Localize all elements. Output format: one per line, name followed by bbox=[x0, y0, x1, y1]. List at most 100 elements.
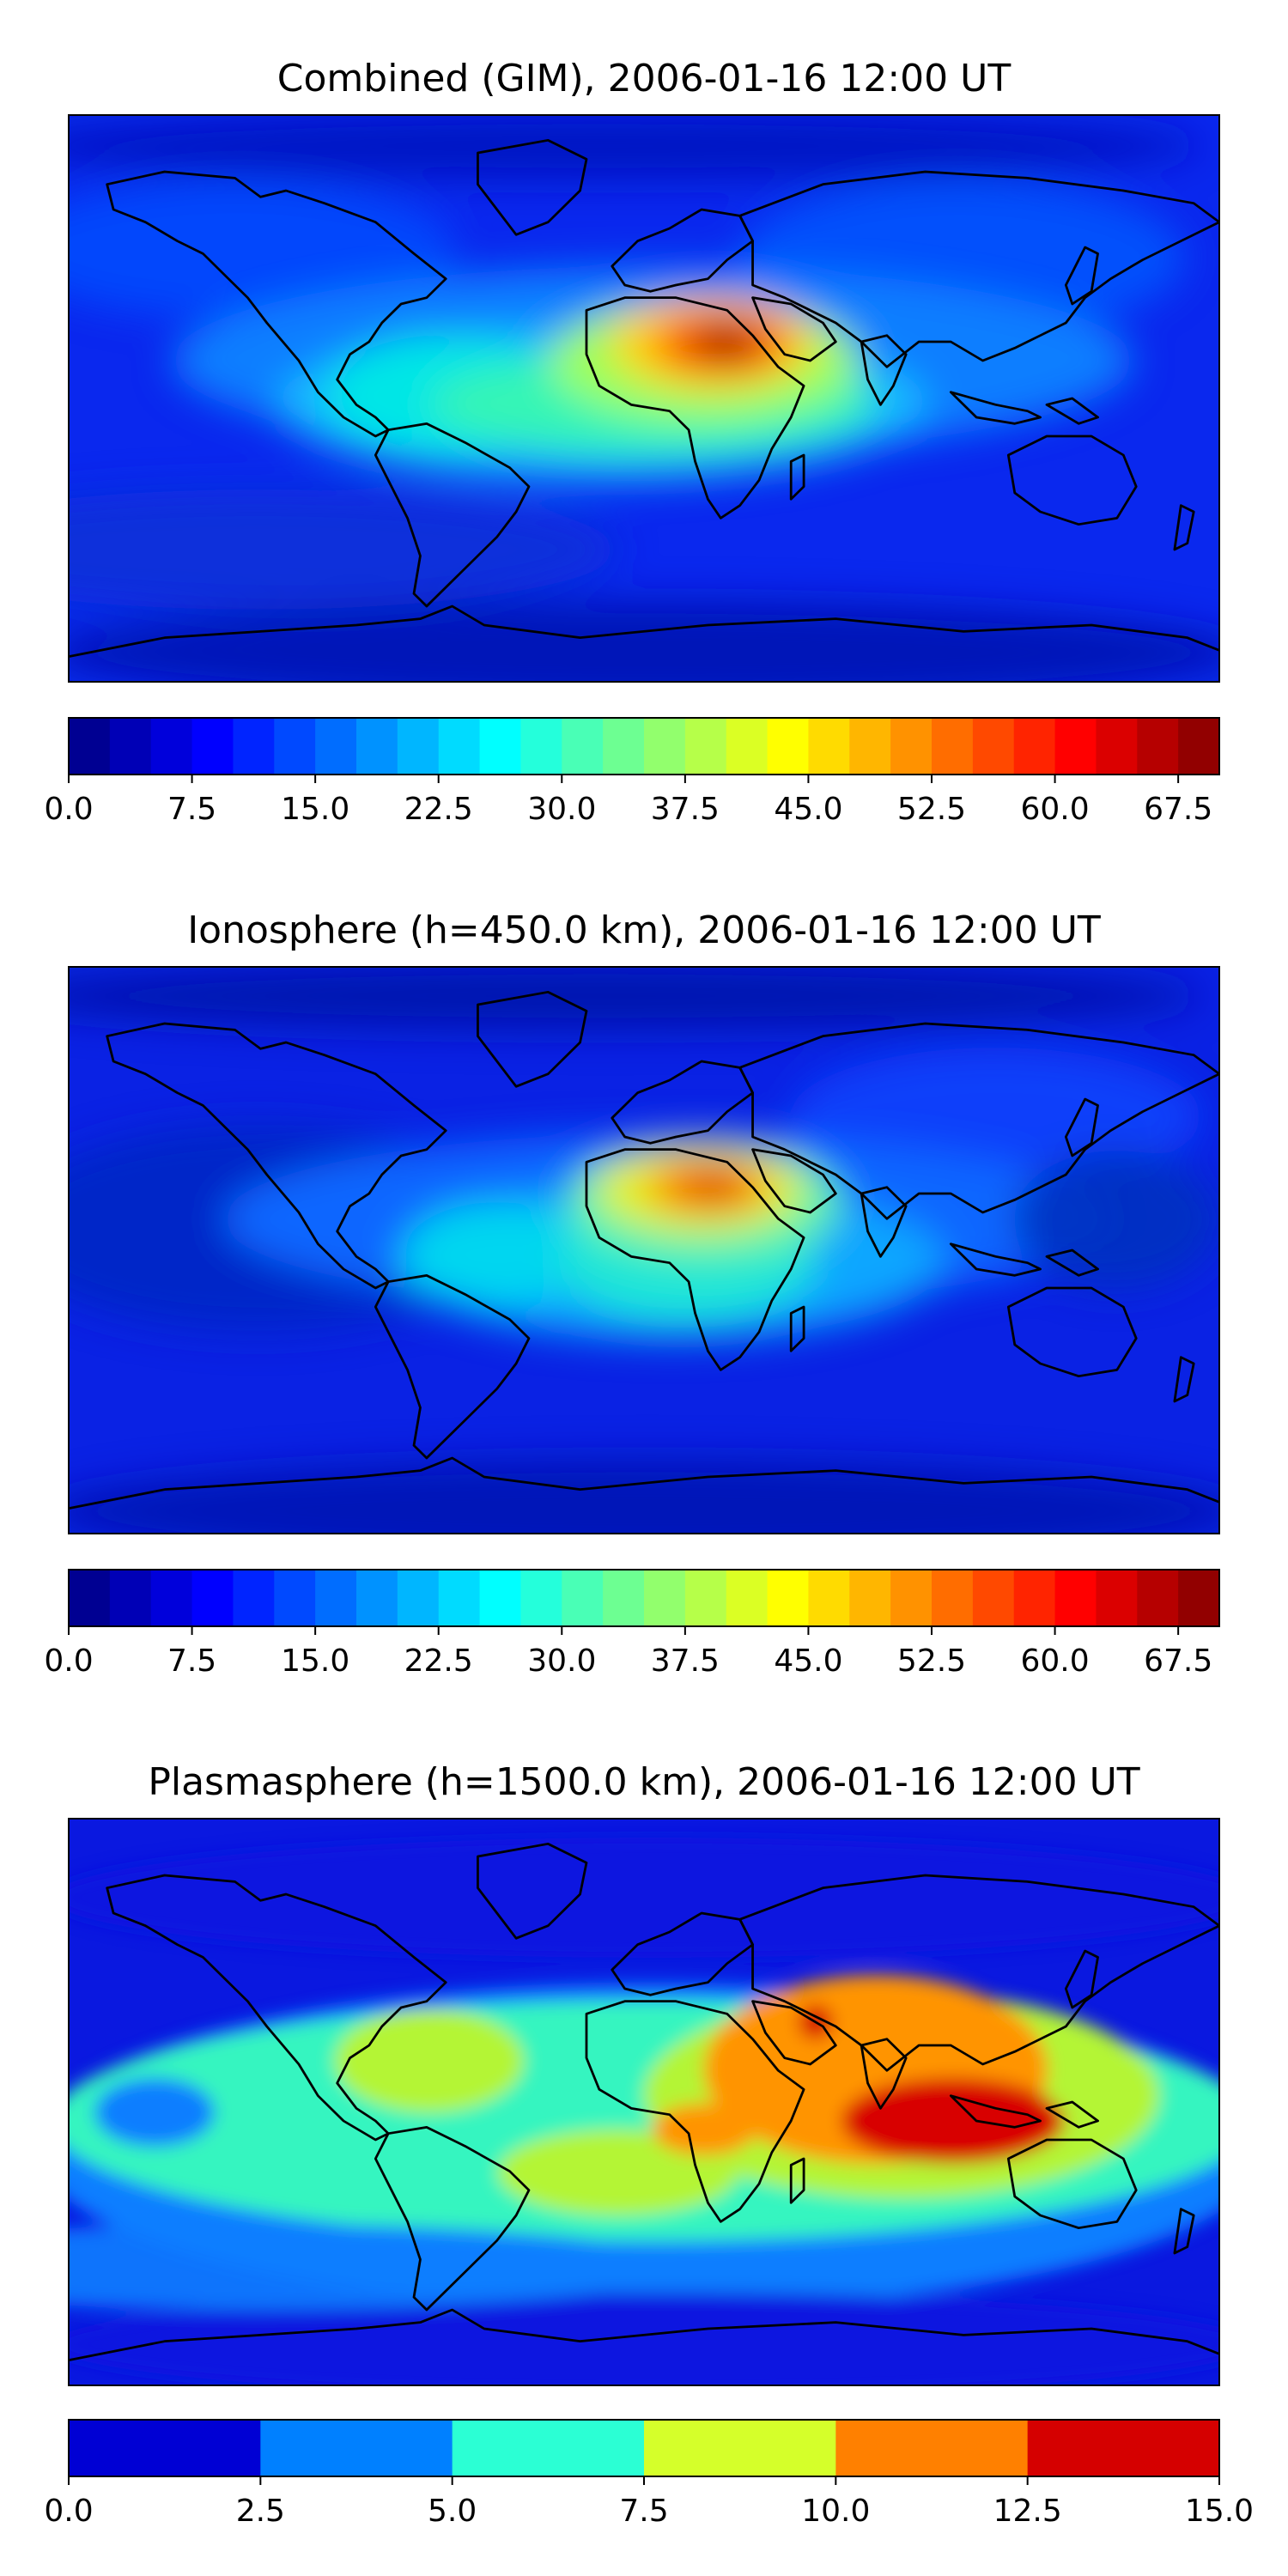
colorbar-swatch bbox=[438, 718, 481, 775]
colorbar-swatch bbox=[603, 1570, 645, 1626]
colorbar-swatch bbox=[562, 1570, 604, 1626]
colorbar-swatch bbox=[233, 718, 275, 775]
colorbar-swatch bbox=[808, 718, 850, 775]
panel-ionosphere: Ionosphere (h=450.0 km), 2006-01-16 12:0… bbox=[44, 908, 1220, 1679]
colorbar-swatch bbox=[1137, 718, 1179, 775]
colorbar-tick-label: 22.5 bbox=[404, 1643, 473, 1679]
colorbar: 0.0 7.5 15.0 22.5 30.0 37.5 45.0 52.5 60.0 67.5 bbox=[44, 717, 1220, 827]
colorbar-swatch bbox=[69, 2420, 261, 2476]
colorbar-tick-label: 5.0 bbox=[428, 2494, 477, 2529]
panel-plasmasphere: Plasmasphere (h=1500.0 km), 2006-01-16 1… bbox=[44, 1760, 1254, 2529]
colorbar-swatch bbox=[69, 1570, 111, 1626]
colorbar-swatch bbox=[932, 718, 974, 775]
colorbar-swatch bbox=[479, 718, 522, 775]
colorbar-swatch bbox=[644, 2420, 836, 2476]
colorbar-swatch bbox=[726, 1570, 769, 1626]
colorbar-swatch bbox=[684, 718, 727, 775]
colorbar-tick-label: 30.0 bbox=[527, 792, 596, 827]
colorbar-tick-label: 37.5 bbox=[651, 1643, 720, 1679]
colorbar-tick-label: 67.5 bbox=[1144, 792, 1212, 827]
colorbar-swatch bbox=[726, 718, 769, 775]
colorbar-swatch bbox=[520, 718, 562, 775]
colorbar-tick-label: 30.0 bbox=[527, 1643, 596, 1679]
colorbar-swatch bbox=[233, 1570, 275, 1626]
colorbar-swatch bbox=[767, 1570, 810, 1626]
colorbar-swatch bbox=[849, 718, 891, 775]
colorbar-swatch bbox=[191, 1570, 234, 1626]
colorbar-tick-label: 37.5 bbox=[651, 792, 720, 827]
panel-combined: Combined (GIM), 2006-01-16 12:00 UT bbox=[44, 57, 1220, 827]
colorbar-swatch bbox=[274, 718, 316, 775]
colorbar-tick-label: 0.0 bbox=[44, 1643, 93, 1679]
colorbar-swatch bbox=[1178, 718, 1220, 775]
colorbar-tick-label: 60.0 bbox=[1020, 1643, 1089, 1679]
colorbar-tick-label: 0.0 bbox=[44, 2494, 93, 2529]
colorbar-tick-label: 7.5 bbox=[619, 2494, 668, 2529]
colorbar-swatch bbox=[684, 1570, 727, 1626]
colorbar-tick-label: 12.5 bbox=[993, 2494, 1062, 2529]
colorbar-swatch bbox=[191, 718, 234, 775]
colorbar-swatch bbox=[562, 718, 604, 775]
map-frame bbox=[68, 114, 1220, 683]
colorbar-swatch bbox=[603, 718, 645, 775]
colorbar-swatch bbox=[972, 718, 1015, 775]
map-field bbox=[69, 115, 1219, 682]
colorbar-swatch bbox=[356, 718, 398, 775]
colorbar-swatch bbox=[397, 1570, 440, 1626]
map-frame bbox=[68, 966, 1220, 1534]
colorbar-swatch bbox=[1027, 2420, 1220, 2476]
colorbar-swatch bbox=[315, 718, 357, 775]
map-frame bbox=[68, 1818, 1220, 2386]
colorbar-swatch bbox=[150, 718, 193, 775]
colorbar-swatch bbox=[356, 1570, 398, 1626]
colorbar-swatch bbox=[520, 1570, 562, 1626]
chart-title: Combined (GIM), 2006-01-16 12:00 UT bbox=[277, 57, 1012, 100]
colorbar-tick-label: 15.0 bbox=[1185, 2494, 1254, 2529]
colorbar-tick-label: 60.0 bbox=[1020, 792, 1089, 827]
colorbar-swatch bbox=[849, 1570, 891, 1626]
colorbar-swatch bbox=[479, 1570, 522, 1626]
colorbar-tick-label: 0.0 bbox=[44, 792, 93, 827]
colorbar-swatch bbox=[932, 1570, 974, 1626]
map-field bbox=[69, 967, 1219, 1534]
colorbar-tick-label: 67.5 bbox=[1144, 1643, 1212, 1679]
colorbar-swatch bbox=[274, 1570, 316, 1626]
colorbar-swatch bbox=[1137, 1570, 1179, 1626]
colorbar-swatch bbox=[890, 718, 933, 775]
colorbar-swatch bbox=[69, 718, 111, 775]
colorbar-swatch bbox=[1013, 1570, 1056, 1626]
colorbar-tick-label: 45.0 bbox=[774, 792, 842, 827]
colorbar-swatch bbox=[808, 1570, 850, 1626]
colorbar-swatch bbox=[1178, 1570, 1220, 1626]
colorbar: 0.0 2.5 5.0 7.5 10.0 12.5 15.0 bbox=[44, 2419, 1254, 2529]
colorbar-tick-label: 52.5 bbox=[897, 792, 966, 827]
colorbar-tick-label: 10.0 bbox=[801, 2494, 870, 2529]
colorbar-swatch bbox=[972, 1570, 1015, 1626]
colorbar-swatch bbox=[644, 718, 686, 775]
colorbar: 0.0 7.5 15.0 22.5 30.0 37.5 45.0 52.5 60.0 67.5 bbox=[44, 1569, 1220, 1679]
colorbar-swatch bbox=[397, 718, 440, 775]
colorbar-swatch bbox=[150, 1570, 193, 1626]
colorbar-swatch bbox=[1096, 718, 1138, 775]
colorbar-swatch bbox=[438, 1570, 481, 1626]
map-field bbox=[69, 1819, 1219, 2385]
colorbar-swatch bbox=[644, 1570, 686, 1626]
colorbar-tick-label: 7.5 bbox=[167, 1643, 216, 1679]
chart-title: Plasmasphere (h=1500.0 km), 2006-01-16 1… bbox=[148, 1760, 1139, 1804]
colorbar-swatch bbox=[315, 1570, 357, 1626]
colorbar-swatch bbox=[1013, 718, 1056, 775]
colorbar-tick-label: 15.0 bbox=[281, 1643, 349, 1679]
colorbar-swatch bbox=[1054, 1570, 1097, 1626]
colorbar-swatch bbox=[109, 1570, 152, 1626]
colorbar-swatch bbox=[260, 2420, 453, 2476]
colorbar-swatch bbox=[109, 718, 152, 775]
colorbar-tick-label: 22.5 bbox=[404, 792, 473, 827]
colorbar-swatch bbox=[890, 1570, 933, 1626]
colorbar-swatch bbox=[1096, 1570, 1138, 1626]
colorbar-swatch bbox=[767, 718, 810, 775]
colorbar-swatch bbox=[1054, 718, 1097, 775]
colorbar-tick-label: 2.5 bbox=[236, 2494, 285, 2529]
chart-title: Ionosphere (h=450.0 km), 2006-01-16 12:0… bbox=[187, 908, 1101, 952]
colorbar-tick-label: 45.0 bbox=[774, 1643, 842, 1679]
